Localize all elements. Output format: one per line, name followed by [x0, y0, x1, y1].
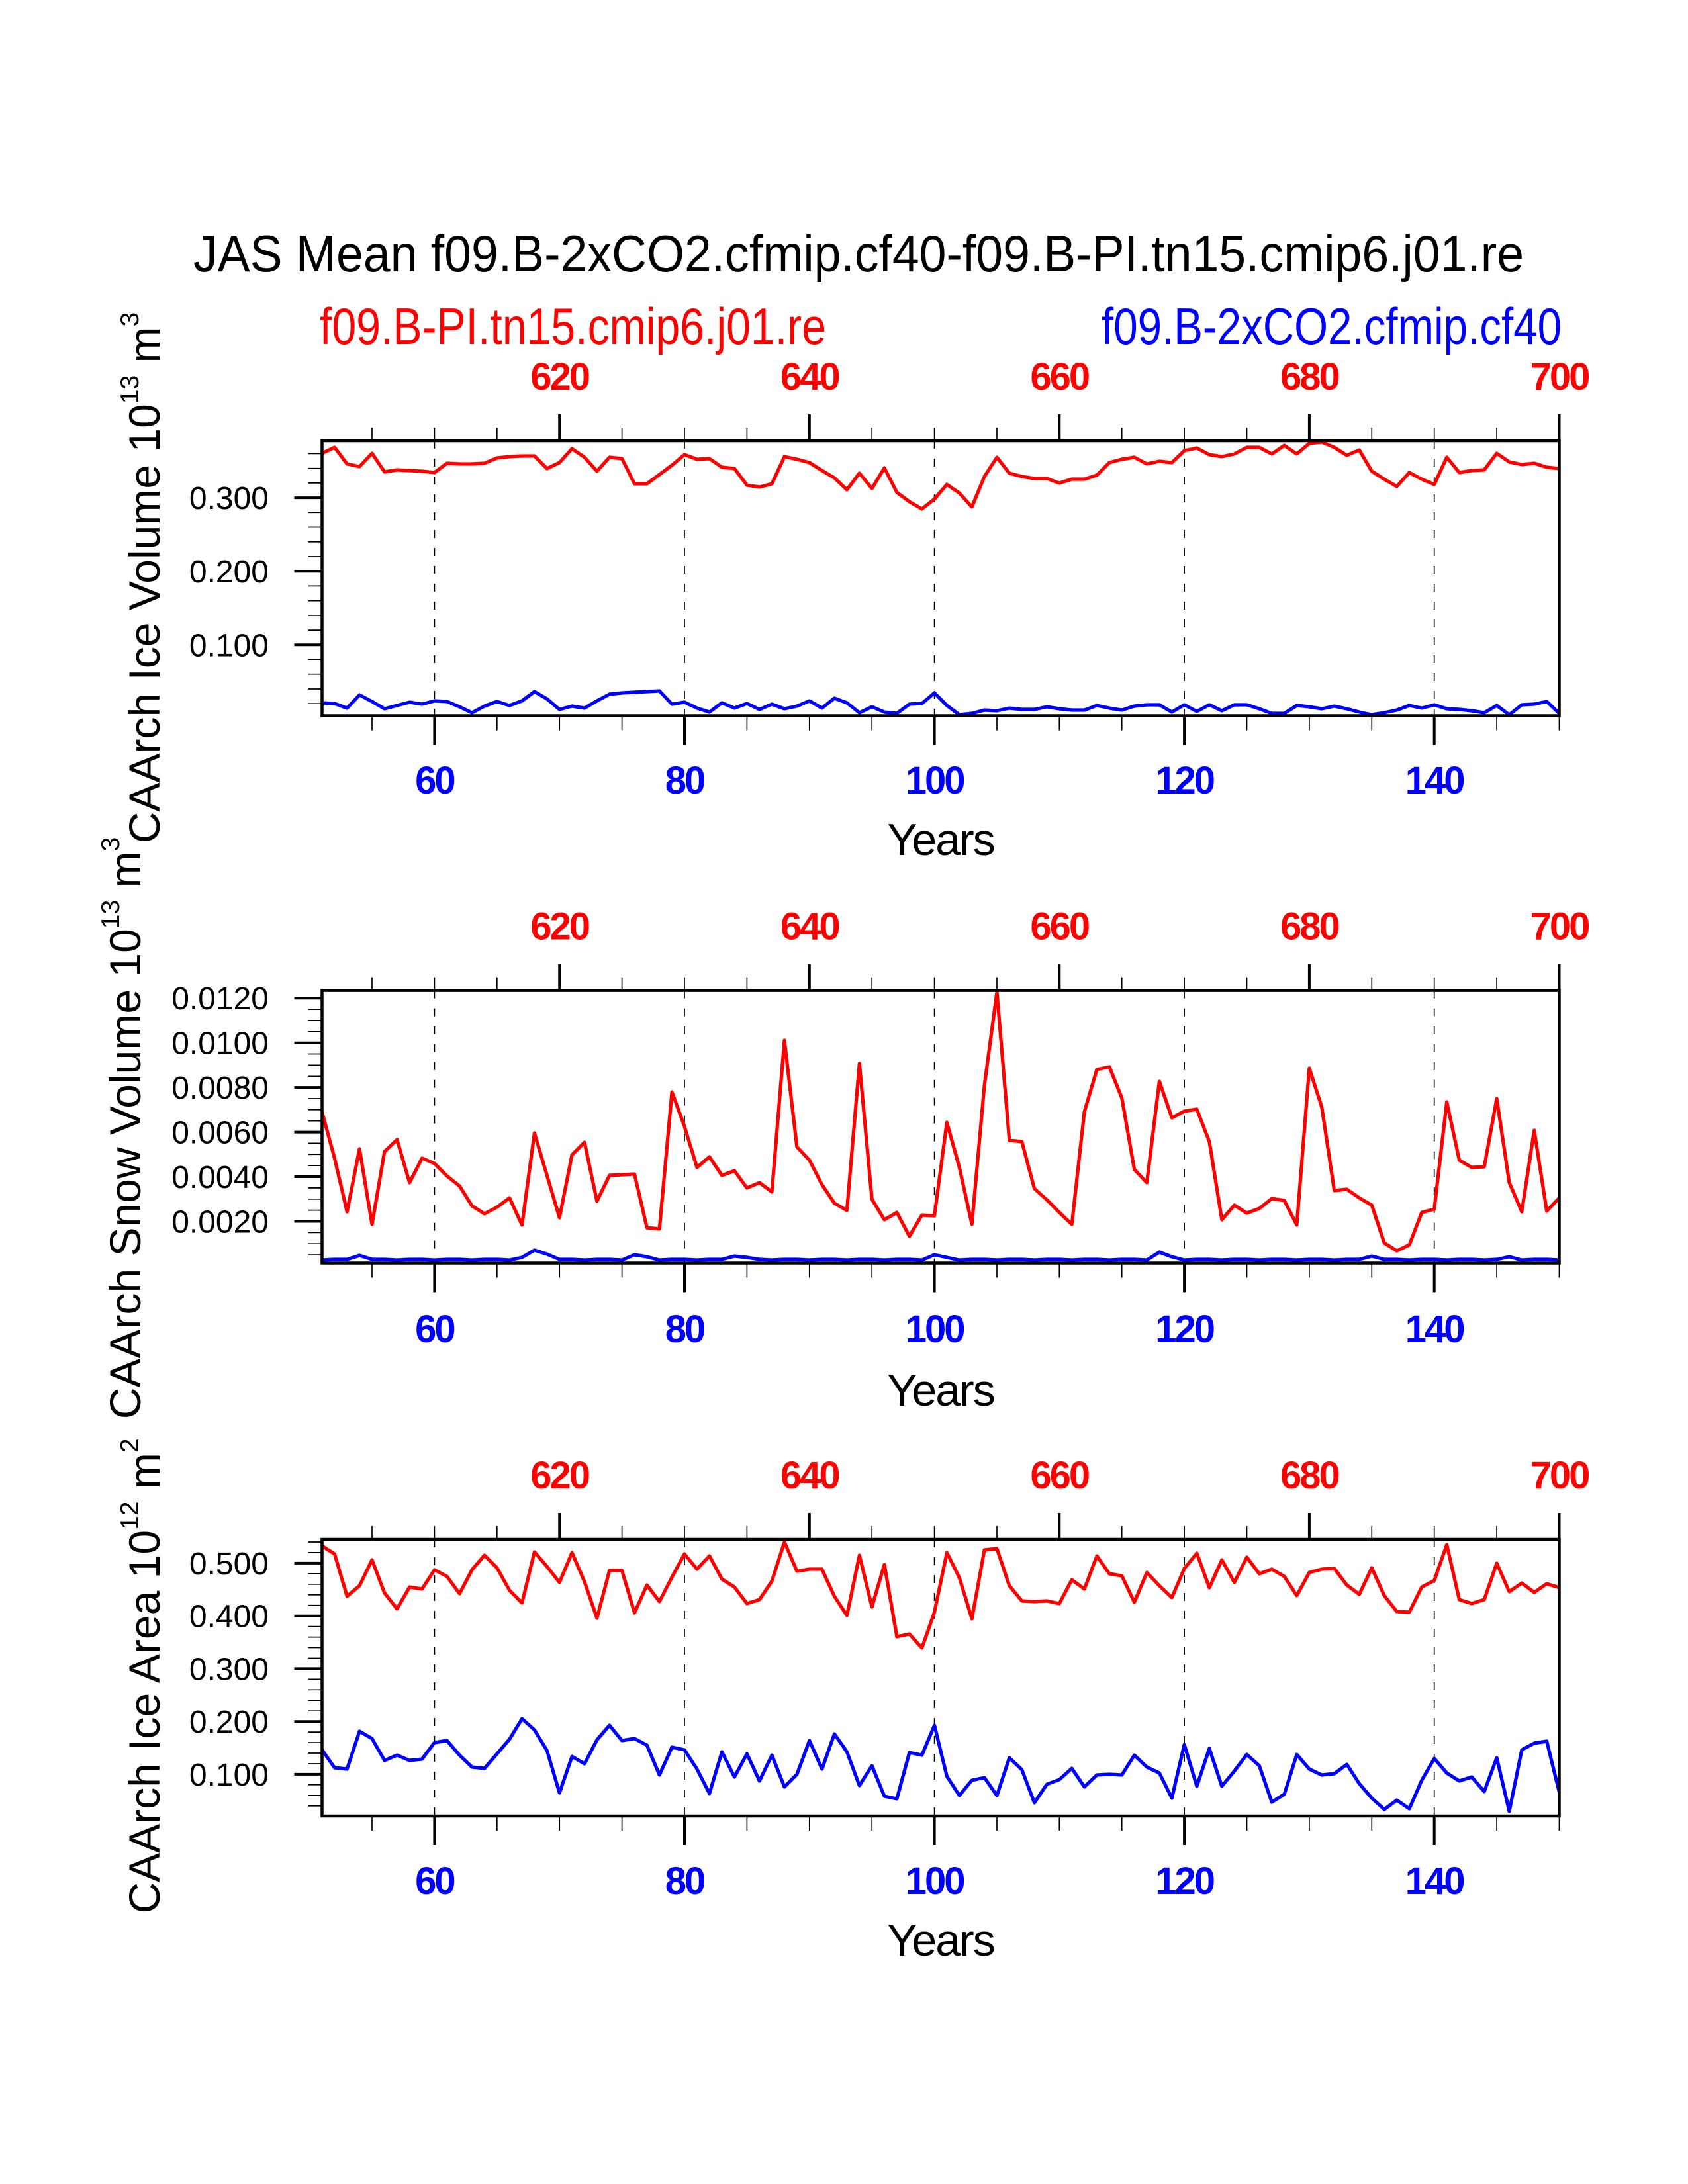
svg-text:660: 660: [1030, 355, 1089, 398]
svg-text:0.100: 0.100: [189, 628, 269, 663]
svg-text:660: 660: [1030, 1454, 1089, 1497]
svg-text:640: 640: [780, 355, 839, 398]
svg-text:680: 680: [1280, 1454, 1339, 1497]
svg-text:140: 140: [1405, 1308, 1464, 1351]
svg-text:Years: Years: [887, 1365, 994, 1416]
svg-text:80: 80: [665, 759, 704, 802]
svg-text:700: 700: [1530, 355, 1589, 398]
svg-text:80: 80: [665, 1308, 704, 1351]
svg-text:100: 100: [906, 1860, 964, 1903]
svg-text:140: 140: [1405, 1860, 1464, 1903]
svg-text:700: 700: [1530, 905, 1589, 948]
svg-text:680: 680: [1280, 355, 1339, 398]
svg-text:80: 80: [665, 1860, 704, 1903]
svg-text:640: 640: [780, 905, 839, 948]
svg-text:100: 100: [906, 1308, 964, 1351]
svg-text:620: 620: [530, 1454, 589, 1497]
svg-text:Years: Years: [887, 1915, 994, 1966]
svg-text:120: 120: [1155, 1860, 1214, 1903]
svg-text:100: 100: [906, 759, 964, 802]
svg-text:700: 700: [1530, 1454, 1589, 1497]
svg-text:0.400: 0.400: [189, 1600, 269, 1635]
svg-text:f09.B-PI.tn15.cmip6.j01.re: f09.B-PI.tn15.cmip6.j01.re: [320, 297, 826, 355]
svg-text:0.300: 0.300: [189, 1652, 269, 1687]
svg-text:0.0120: 0.0120: [171, 981, 269, 1017]
svg-text:640: 640: [780, 1454, 839, 1497]
svg-text:0.500: 0.500: [189, 1547, 269, 1582]
svg-text:60: 60: [415, 759, 454, 802]
svg-text:0.200: 0.200: [189, 1705, 269, 1740]
svg-text:0.0040: 0.0040: [171, 1160, 269, 1195]
svg-text:60: 60: [415, 1308, 454, 1351]
svg-text:0.300: 0.300: [189, 481, 269, 516]
svg-text:JAS Mean f09.B-2xCO2.cfmip.cf4: JAS Mean f09.B-2xCO2.cfmip.cf40-f09.B-PI…: [193, 224, 1524, 283]
svg-text:CAArch Snow Volume 1013 m3: CAArch Snow Volume 1013 m3: [97, 837, 150, 1419]
svg-text:660: 660: [1030, 905, 1089, 948]
svg-text:0.0060: 0.0060: [171, 1116, 269, 1151]
svg-text:140: 140: [1405, 759, 1464, 802]
svg-text:0.0020: 0.0020: [171, 1205, 269, 1240]
svg-text:0.100: 0.100: [189, 1758, 269, 1793]
svg-text:620: 620: [530, 355, 589, 398]
svg-text:60: 60: [415, 1860, 454, 1903]
svg-text:f09.B-2xCO2.cfmip.cf40: f09.B-2xCO2.cfmip.cf40: [1102, 297, 1562, 355]
svg-text:680: 680: [1280, 905, 1339, 948]
svg-text:120: 120: [1155, 1308, 1214, 1351]
svg-text:120: 120: [1155, 759, 1214, 802]
svg-text:Years: Years: [887, 815, 994, 865]
svg-text:620: 620: [530, 905, 589, 948]
svg-text:0.0100: 0.0100: [171, 1026, 269, 1062]
svg-text:0.200: 0.200: [189, 555, 269, 590]
svg-text:0.0080: 0.0080: [171, 1071, 269, 1106]
